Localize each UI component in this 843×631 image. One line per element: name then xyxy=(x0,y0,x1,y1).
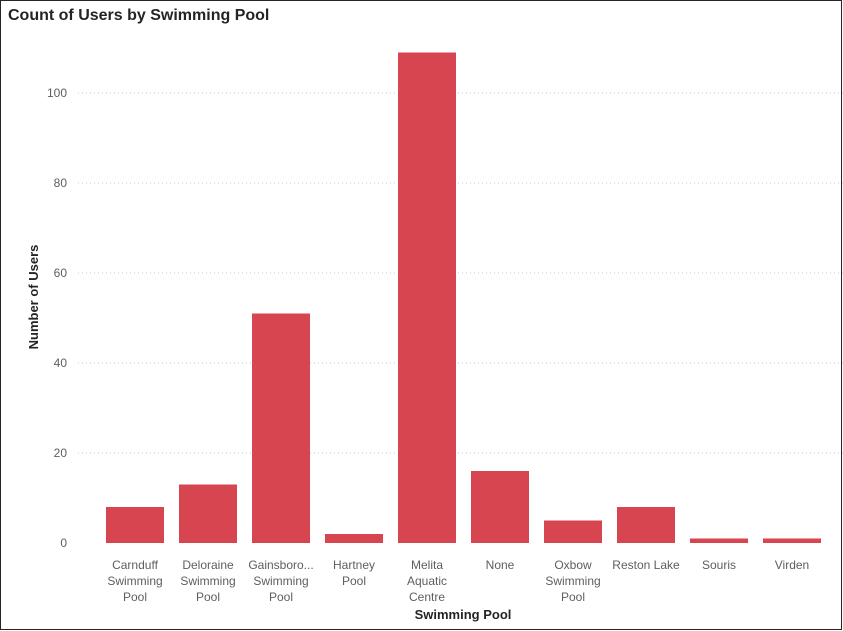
y-tick-label: 20 xyxy=(54,446,68,460)
y-axis-title: Number of Users xyxy=(26,245,41,350)
gridlines xyxy=(78,92,843,454)
bar[interactable] xyxy=(690,538,748,544)
bar[interactable] xyxy=(325,534,383,543)
bar[interactable] xyxy=(106,507,164,543)
x-tick-label: Souris xyxy=(702,558,736,572)
x-tick-label: Oxbow Swimming Pool xyxy=(545,558,600,604)
bar[interactable] xyxy=(617,507,675,543)
x-axis-ticks: Carnduff Swimming Pool Deloraine Swimming Poo… xyxy=(107,558,809,604)
x-tick-label: Virden xyxy=(775,558,809,572)
x-tick-label: Carnduff Swimming Pool xyxy=(107,558,162,604)
bars xyxy=(106,52,821,544)
x-tick-label: Melita Aquatic Centre xyxy=(407,558,447,604)
bar[interactable] xyxy=(763,538,821,544)
x-tick-label: Reston Lake xyxy=(612,558,680,572)
x-tick-label: Hartney Pool xyxy=(333,558,375,588)
y-axis-ticks: 0 20 40 60 80 100 xyxy=(47,86,67,550)
bar[interactable] xyxy=(398,52,456,544)
bar[interactable] xyxy=(252,313,310,544)
x-axis-title: Swimming Pool xyxy=(415,607,512,622)
y-tick-label: 100 xyxy=(47,86,67,100)
chart-title: Count of Users by Swimming Pool xyxy=(8,7,270,24)
bar[interactable] xyxy=(471,471,529,543)
bar[interactable] xyxy=(544,520,602,544)
bar[interactable] xyxy=(179,484,237,544)
y-tick-label: 40 xyxy=(54,356,68,370)
x-tick-label: None xyxy=(486,558,515,572)
y-tick-label: 60 xyxy=(54,266,68,280)
y-tick-label: 0 xyxy=(60,536,67,550)
y-tick-label: 80 xyxy=(54,176,68,190)
x-tick-label: Gainsboro... Swimming Pool xyxy=(248,558,313,604)
x-tick-label: Deloraine Swimming Pool xyxy=(180,558,235,604)
